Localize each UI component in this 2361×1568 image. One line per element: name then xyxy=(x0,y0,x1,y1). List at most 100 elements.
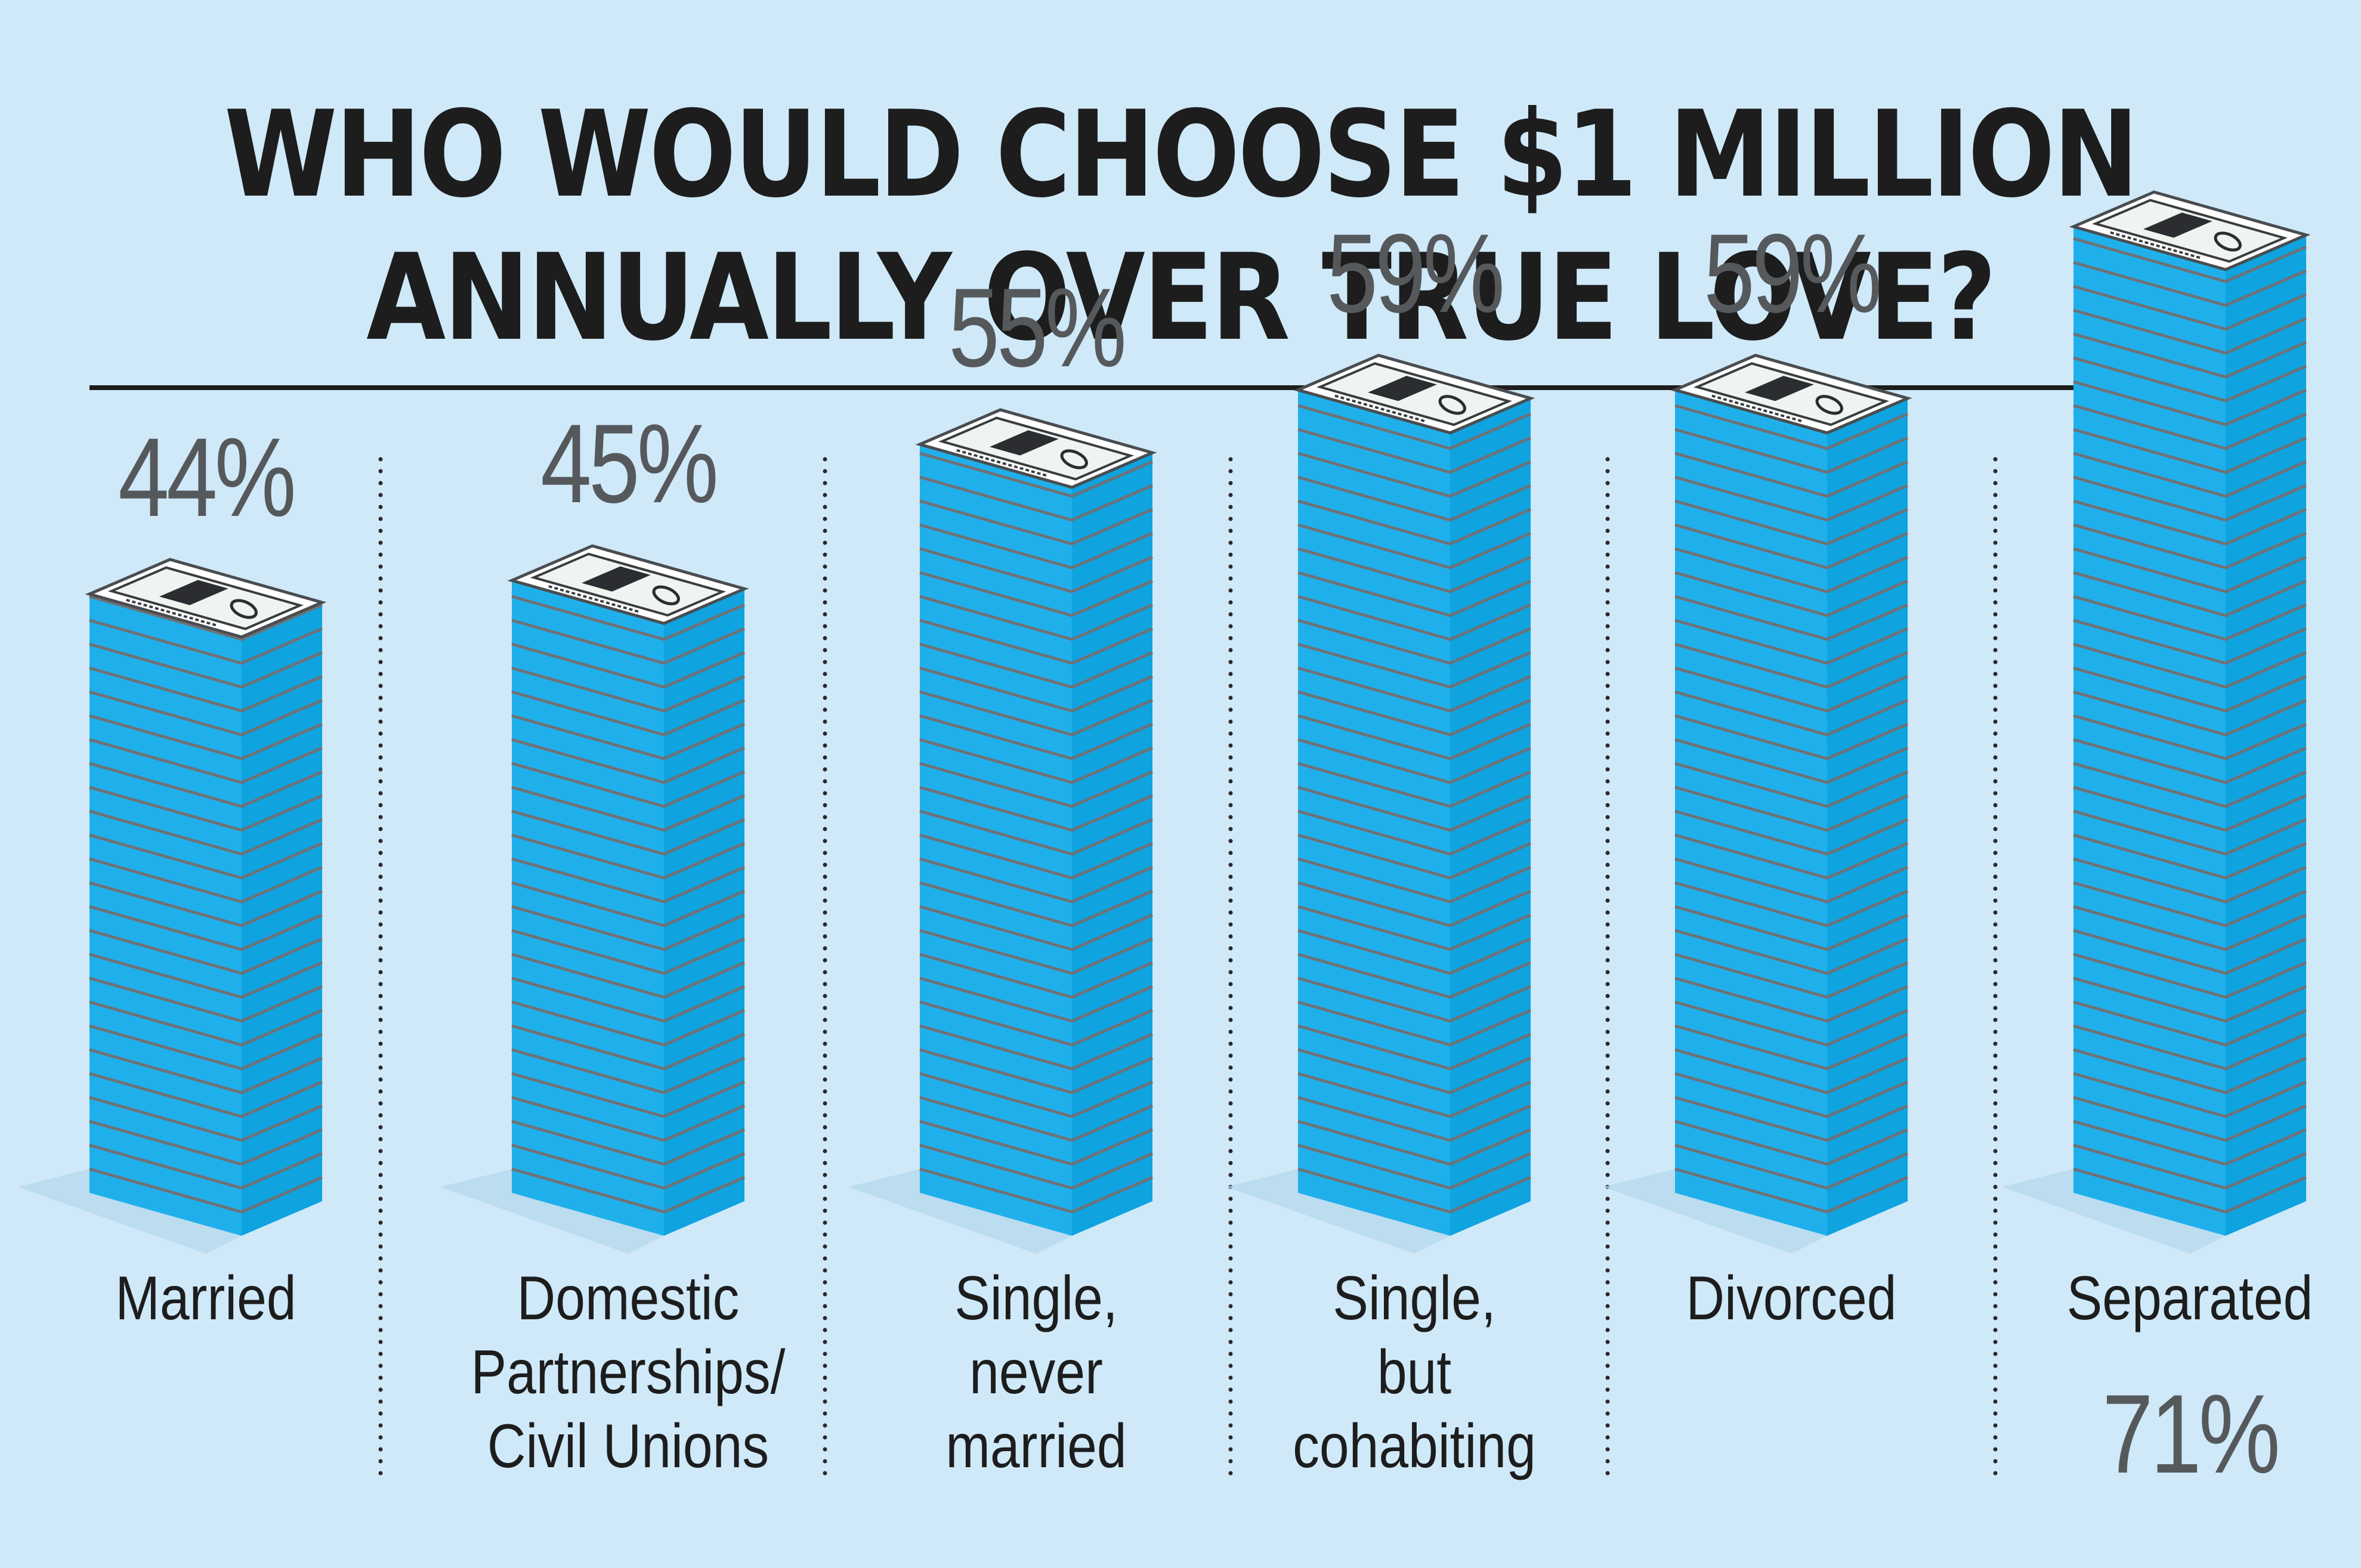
bill-seal xyxy=(230,599,258,619)
bill-edge-line xyxy=(2073,1143,2307,1190)
bill-edge-line xyxy=(1297,1143,1531,1190)
bill-edge-line xyxy=(1297,523,1531,570)
bill-border xyxy=(1316,362,1513,426)
bill-edge-line xyxy=(89,1000,323,1047)
bill-edge-line xyxy=(1674,1072,1908,1118)
bill-edge-line xyxy=(1674,738,1908,784)
bill-edge-line xyxy=(1674,666,1908,713)
bill-edge-line xyxy=(1297,738,1531,784)
bill-edge-line xyxy=(1674,690,1908,737)
title-divider xyxy=(89,385,2263,390)
bill-edge-line xyxy=(1297,451,1531,498)
bill-edge-line xyxy=(1297,762,1531,808)
bill-edge-line xyxy=(1297,809,1531,856)
bill-edge-line xyxy=(2073,451,2307,498)
bill-edge-line xyxy=(919,571,1153,617)
bill-edge-line xyxy=(511,929,745,975)
bill-seal xyxy=(652,585,680,605)
bill-edge-line xyxy=(2073,881,2307,927)
bill-edge-line xyxy=(1297,905,1531,951)
bill-edge-line xyxy=(89,1048,323,1094)
bill-edge-line xyxy=(919,857,1153,904)
bar-value-label: 45% xyxy=(540,401,719,527)
bill-edge-line xyxy=(511,905,745,951)
bill-text xyxy=(1711,394,1804,423)
bill-edge-line xyxy=(89,1167,323,1214)
title-line-2: ANNUALLY OVER TRUE LOVE? xyxy=(366,228,1997,367)
bill-edge-line xyxy=(1674,428,1908,474)
bill-edge-line xyxy=(919,738,1153,784)
bill-edge-line xyxy=(89,976,323,1023)
bar-value-label: 59% xyxy=(1327,210,1505,336)
bill-edge-line xyxy=(511,857,745,904)
bill-edge-line xyxy=(1297,1048,1531,1094)
bill-edge-line xyxy=(1297,714,1531,760)
bill-edge-line xyxy=(89,690,323,737)
bill-edge-line xyxy=(2073,905,2307,951)
bill-edge-line xyxy=(511,785,745,832)
bill-edge-line xyxy=(1674,952,1908,999)
bill-portrait xyxy=(990,430,1059,456)
bill-edge-line xyxy=(919,642,1153,689)
bill-edge-line xyxy=(919,1167,1153,1214)
bill-edge-line xyxy=(89,618,323,665)
bill-edge-line xyxy=(1674,547,1908,593)
bill-edge-line xyxy=(919,881,1153,927)
bill-edge-line xyxy=(1297,833,1531,880)
bill-edge-line xyxy=(511,714,745,760)
bill-edge-line xyxy=(1674,404,1908,450)
bill-edge-line xyxy=(919,547,1153,593)
bill-edge-line xyxy=(1674,1096,1908,1142)
bill-edge-line xyxy=(2073,404,2307,450)
bill-edge-line xyxy=(89,762,323,808)
bill-edge-line xyxy=(89,905,323,951)
bill-edge-line xyxy=(1297,857,1531,904)
bill-edge-line xyxy=(919,785,1153,832)
bill-edge-line xyxy=(1297,595,1531,641)
bill-edge-line xyxy=(2073,952,2307,999)
bill-edge-line xyxy=(511,1072,745,1118)
bill-edge-line xyxy=(919,1072,1153,1118)
bill-portrait xyxy=(159,580,228,605)
bill-edge-line xyxy=(511,809,745,856)
bill-edge-line xyxy=(511,738,745,784)
bill-edge-line xyxy=(1297,929,1531,975)
bar-side-face xyxy=(1072,453,1152,1236)
bill-edge-line xyxy=(511,666,745,713)
bill-edge-line xyxy=(2073,1048,2307,1094)
bill-edge-line xyxy=(511,1167,745,1214)
bill-edge-line xyxy=(1674,1000,1908,1047)
bill-edge-line xyxy=(1674,785,1908,832)
bill-edge-line xyxy=(511,833,745,880)
bill-edge-line xyxy=(1297,785,1531,832)
bar-shadow xyxy=(1603,1169,1827,1254)
bar-side-face xyxy=(2226,235,2306,1236)
bar-stack xyxy=(1603,354,1912,1254)
bill-edge-line xyxy=(89,1024,323,1071)
bill-edge-line xyxy=(1674,881,1908,927)
bill-edge-line xyxy=(1674,762,1908,808)
bill-edge-line xyxy=(919,1119,1153,1166)
bill-seal xyxy=(1815,395,1843,415)
bill-edge-line xyxy=(511,595,745,641)
bill-edge-line xyxy=(1674,1024,1908,1071)
bill-edge-line xyxy=(1674,905,1908,951)
bill-portrait xyxy=(582,566,651,592)
bill-edge-line xyxy=(2073,332,2307,379)
bill-edge-line xyxy=(1297,1119,1531,1166)
bill-edge-line xyxy=(89,929,323,975)
bill-edge-line xyxy=(919,1048,1153,1094)
bill-edge-line xyxy=(2073,1072,2307,1118)
bill-edge-line xyxy=(1674,642,1908,689)
bill-edge-line xyxy=(919,666,1153,713)
bill-edge-line xyxy=(1674,976,1908,1023)
bill-edge-line xyxy=(2073,1024,2307,1071)
bill-edge-line xyxy=(1297,881,1531,927)
bar-value-label: 55% xyxy=(948,265,1127,391)
category-label: Domestic Partnerships/ Civil Unions xyxy=(471,1264,786,1481)
bill-edge-line xyxy=(2073,762,2307,808)
bill-edge-line xyxy=(1674,499,1908,546)
bill-edge-line xyxy=(89,1096,323,1142)
bill-edge-line xyxy=(511,1000,745,1047)
bill-edge-line xyxy=(2073,666,2307,713)
